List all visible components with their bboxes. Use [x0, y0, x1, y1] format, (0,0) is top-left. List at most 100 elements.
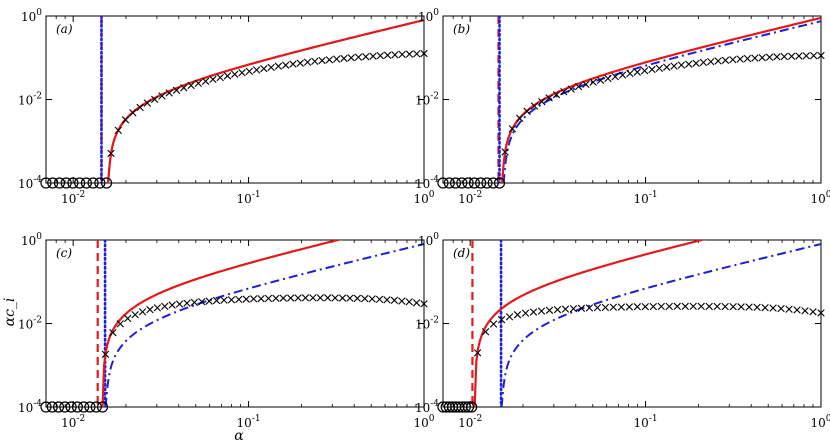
cross-marker [751, 54, 759, 62]
cross-stroke [567, 85, 575, 93]
cross-marker [707, 57, 715, 66]
cross-stroke [143, 99, 152, 107]
cross-stroke [153, 304, 162, 312]
circle-marker [59, 401, 71, 413]
cross-stroke [405, 50, 414, 58]
y-tick-label: 100 [418, 8, 439, 24]
cross-stroke [331, 294, 339, 302]
cross-marker [272, 294, 280, 302]
cross-stroke [817, 309, 825, 317]
blue-dashdot-curve [500, 243, 821, 407]
cross-marker [361, 294, 369, 303]
cross-marker [481, 328, 490, 336]
cross-marker [714, 57, 722, 65]
plot-area [471, 240, 821, 407]
cross-stroke [473, 349, 482, 357]
cross-stroke [150, 95, 159, 103]
cross-marker [353, 294, 362, 303]
cross-stroke [707, 57, 715, 66]
cross-marker [670, 62, 678, 70]
cross-stroke [296, 59, 304, 67]
cross-marker [101, 350, 110, 358]
cross-stroke [545, 306, 554, 314]
cross-stroke [508, 125, 517, 133]
circle-marker [493, 177, 506, 189]
cross-stroke [751, 54, 759, 62]
cross-marker [655, 64, 664, 72]
x-tick-label: 10-2 [458, 414, 482, 430]
y-tick-label: 10-4 [18, 399, 42, 415]
cross-marker [301, 294, 310, 302]
cross-stroke [673, 302, 681, 311]
y-tick-label: 10-2 [415, 316, 439, 332]
red-solid-curve [106, 18, 424, 183]
x-tick-label: 10-1 [237, 190, 261, 206]
cross-marker [641, 302, 649, 311]
cross-stroke [412, 299, 421, 307]
cross-stroke [238, 69, 246, 77]
y-tick-label: 100 [418, 232, 439, 248]
y-tick-label: 10-4 [415, 399, 439, 415]
cross-stroke [589, 78, 597, 86]
cross-stroke [242, 295, 250, 303]
cross-marker [787, 52, 796, 60]
cross-marker [109, 328, 117, 337]
cross-marker [681, 302, 689, 311]
cross-marker [785, 305, 793, 313]
circle-marker [456, 177, 468, 189]
x-tick-label: 100 [810, 414, 830, 430]
circle-marker [47, 177, 59, 189]
cross-stroke [648, 65, 656, 74]
cross-marker [721, 302, 729, 311]
cross-marker [205, 297, 213, 305]
red-solid-curve [473, 240, 707, 407]
cross-stroke [187, 81, 195, 90]
cross-stroke [369, 52, 377, 60]
cross-marker [420, 300, 428, 308]
cross-marker [238, 69, 246, 77]
cross-marker [809, 51, 818, 60]
cross-marker [316, 294, 324, 302]
circle-marker [40, 177, 52, 189]
circle-marker [53, 177, 66, 189]
circle-marker [96, 401, 109, 413]
x-tick-label: 100 [810, 190, 830, 206]
cross-stroke [530, 102, 539, 110]
cross-stroke [361, 294, 369, 303]
cross-stroke [577, 304, 586, 312]
cross-marker [235, 295, 243, 304]
cross-marker [530, 102, 539, 110]
cross-stroke [201, 77, 210, 85]
cross-stroke [596, 76, 605, 84]
cross-stroke [390, 296, 399, 305]
cross-marker [737, 303, 745, 311]
cross-stroke [332, 55, 341, 63]
circle-marker [443, 177, 455, 189]
cross-marker [369, 52, 377, 60]
cross-stroke [354, 53, 363, 61]
cross-stroke [604, 74, 612, 83]
cross-stroke [324, 294, 332, 302]
cross-stroke [161, 302, 169, 311]
cross-marker [626, 69, 634, 78]
cross-stroke [780, 52, 788, 61]
cross-stroke [809, 308, 817, 316]
cross-marker [286, 294, 295, 302]
cross-marker [391, 51, 399, 59]
cross-stroke [489, 320, 498, 328]
cross-stroke [175, 300, 184, 308]
cross-stroke [220, 296, 228, 304]
cross-marker [325, 56, 334, 64]
cross-stroke [569, 304, 578, 313]
cross-marker [677, 61, 686, 69]
cross-stroke [736, 55, 744, 63]
cross-stroke [753, 303, 761, 312]
cross-stroke [376, 51, 385, 60]
cross-marker [561, 305, 570, 313]
circle-marker [80, 177, 92, 189]
cross-marker [331, 294, 339, 302]
panel-label: (a) [56, 22, 73, 36]
cross-stroke [685, 60, 693, 68]
plot-area [100, 16, 424, 183]
